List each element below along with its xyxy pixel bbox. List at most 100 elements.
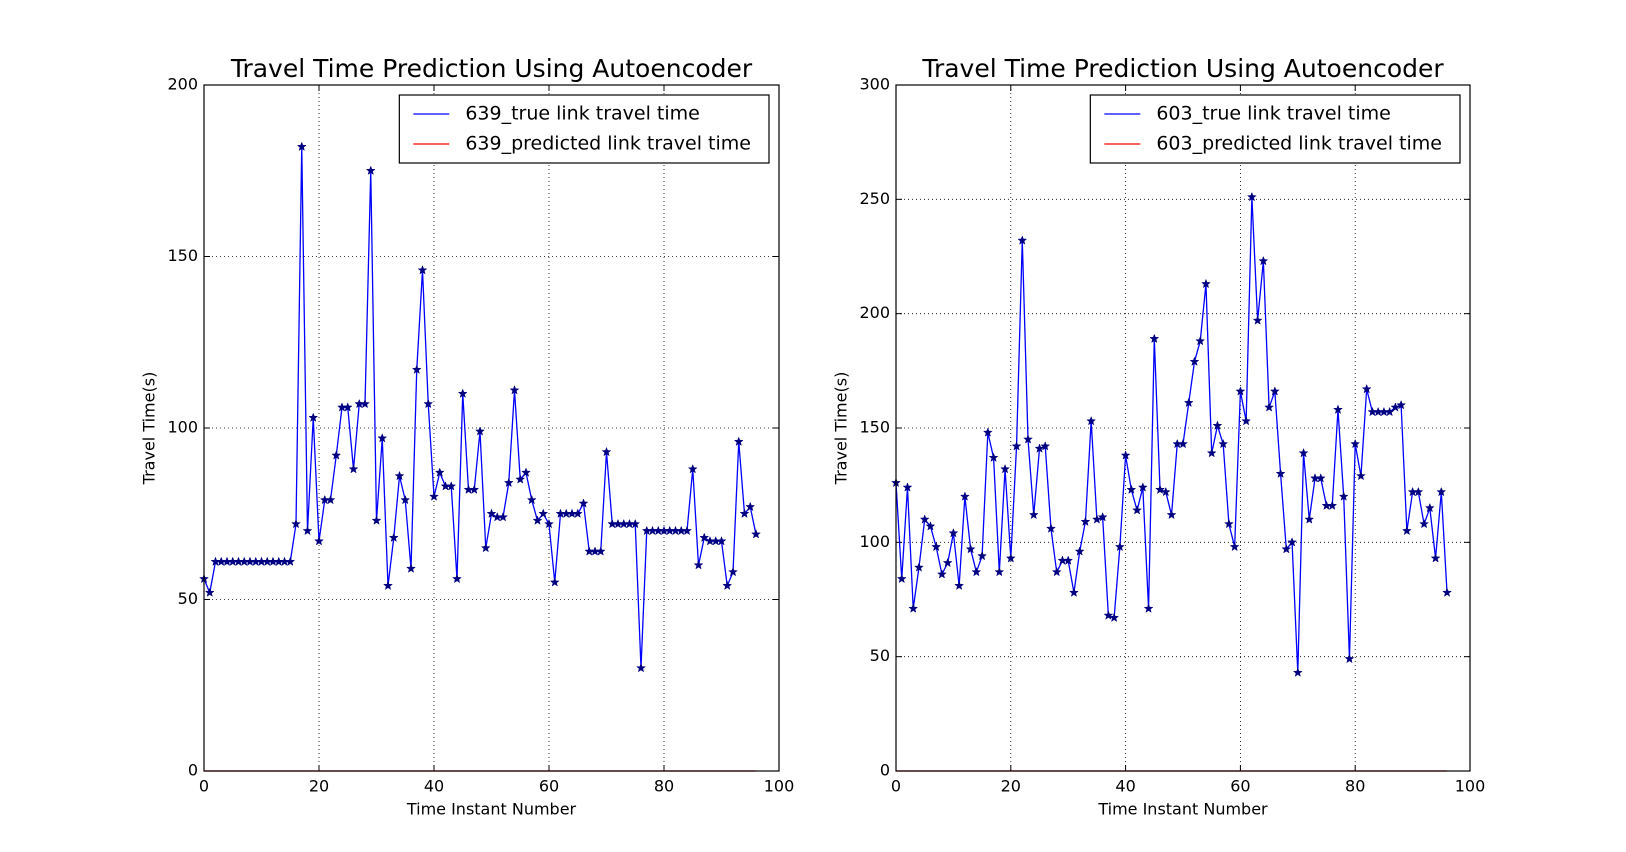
data-point <box>400 494 411 505</box>
data-point <box>1132 505 1143 515</box>
data-point <box>1252 315 1263 325</box>
data-point <box>745 501 756 512</box>
data-point <box>411 364 422 374</box>
data-point <box>971 566 982 577</box>
data-point <box>1120 450 1131 460</box>
data-point <box>1350 438 1361 449</box>
y-tick-label: 250 <box>859 189 890 208</box>
data-point <box>1091 514 1102 524</box>
y-tick-label: 200 <box>859 303 890 322</box>
data-point <box>1034 443 1045 453</box>
data-point <box>486 508 497 518</box>
data-point <box>457 388 468 398</box>
data-point <box>1040 441 1051 451</box>
data-point <box>1223 518 1234 529</box>
data-point <box>1074 546 1085 556</box>
data-point <box>308 412 319 422</box>
data-point <box>925 521 936 531</box>
data-point <box>908 603 919 613</box>
data-point <box>919 514 930 524</box>
data-point <box>716 535 727 546</box>
data-point <box>1361 383 1372 394</box>
data-point <box>509 385 520 395</box>
data-point <box>1051 566 1062 577</box>
data-point <box>1086 415 1097 426</box>
data-point <box>630 518 641 529</box>
data-point <box>1327 500 1338 510</box>
data-point <box>1183 397 1194 408</box>
data-point <box>722 580 733 590</box>
x-tick-label: 0 <box>199 777 209 796</box>
data-point <box>1442 587 1452 597</box>
data-point <box>1080 516 1091 526</box>
data-point <box>1068 587 1079 597</box>
data-point <box>452 573 462 584</box>
data-point <box>1258 255 1269 266</box>
data-point <box>1246 191 1257 202</box>
data-point <box>1241 415 1252 426</box>
x-tick-label: 100 <box>1455 777 1486 796</box>
data-point <box>1338 491 1349 501</box>
data-point <box>417 265 428 275</box>
data-point <box>383 580 393 590</box>
data-point <box>1097 511 1108 522</box>
y-tick-label: 50 <box>870 646 890 665</box>
data-point <box>982 427 993 437</box>
chart-title: Travel Time Prediction Using Autoencoder <box>921 54 1444 83</box>
data-point <box>1137 482 1148 492</box>
data-point <box>1269 386 1280 396</box>
data-point <box>429 491 439 501</box>
data-point <box>1149 333 1160 344</box>
data-point <box>1011 441 1022 451</box>
data-point <box>1212 420 1223 430</box>
data-point <box>544 518 554 529</box>
data-point <box>285 556 296 566</box>
data-point <box>515 474 526 484</box>
legend: 639_true link travel time 639_predicted l… <box>398 94 770 164</box>
x-tick-label: 60 <box>1230 777 1250 796</box>
y-tick-label: 150 <box>167 246 198 265</box>
data-point <box>1287 537 1298 547</box>
data-point <box>434 467 445 477</box>
data-point <box>498 511 508 522</box>
data-point <box>204 587 215 597</box>
data-point <box>538 508 549 518</box>
data-point <box>1390 402 1401 412</box>
data-point <box>601 446 612 457</box>
data-point <box>739 508 750 518</box>
data-point <box>578 498 589 508</box>
data-point <box>1160 486 1171 497</box>
data-point <box>1166 509 1177 520</box>
y-tick-label: 100 <box>859 532 890 551</box>
data-point <box>1195 335 1206 346</box>
data-point <box>1005 553 1016 563</box>
data-point <box>1344 653 1355 664</box>
y-axis-label: Travel Time(s) <box>140 372 159 486</box>
data-point <box>1229 541 1240 552</box>
data-point <box>1028 509 1039 520</box>
x-tick-label: 100 <box>764 777 795 796</box>
data-point <box>942 557 953 568</box>
data-point <box>1000 463 1011 474</box>
legend-label: 639_predicted link travel time <box>465 133 751 155</box>
data-point <box>1436 486 1447 497</box>
data-point <box>595 546 606 556</box>
y-tick-label: 150 <box>859 418 890 437</box>
series-line <box>895 197 1448 673</box>
data-point <box>687 463 698 474</box>
data-point <box>931 541 942 552</box>
data-point <box>699 532 710 542</box>
data-point <box>948 527 959 538</box>
legend-box <box>398 94 770 164</box>
legend-label: 603_true link travel time <box>1156 103 1391 125</box>
data-point <box>388 532 399 542</box>
data-point <box>549 577 560 587</box>
data-point <box>977 550 988 561</box>
y-tick-label: 100 <box>167 418 198 437</box>
data-point <box>1189 356 1200 366</box>
data-point <box>965 543 976 554</box>
data-point <box>1235 386 1246 396</box>
data-point <box>1424 502 1435 513</box>
data-point <box>1017 235 1028 245</box>
x-tick-label: 20 <box>1001 777 1021 796</box>
